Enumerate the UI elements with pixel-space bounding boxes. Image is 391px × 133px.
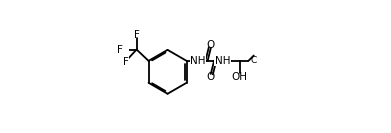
Text: OH: OH [232,72,248,82]
Text: O: O [207,72,215,82]
Text: F: F [123,57,129,66]
Text: NH: NH [215,56,230,66]
Text: NH: NH [190,56,206,66]
Text: C: C [250,56,256,65]
Text: O: O [207,40,215,50]
Text: F: F [117,45,123,55]
Text: F: F [134,30,140,40]
